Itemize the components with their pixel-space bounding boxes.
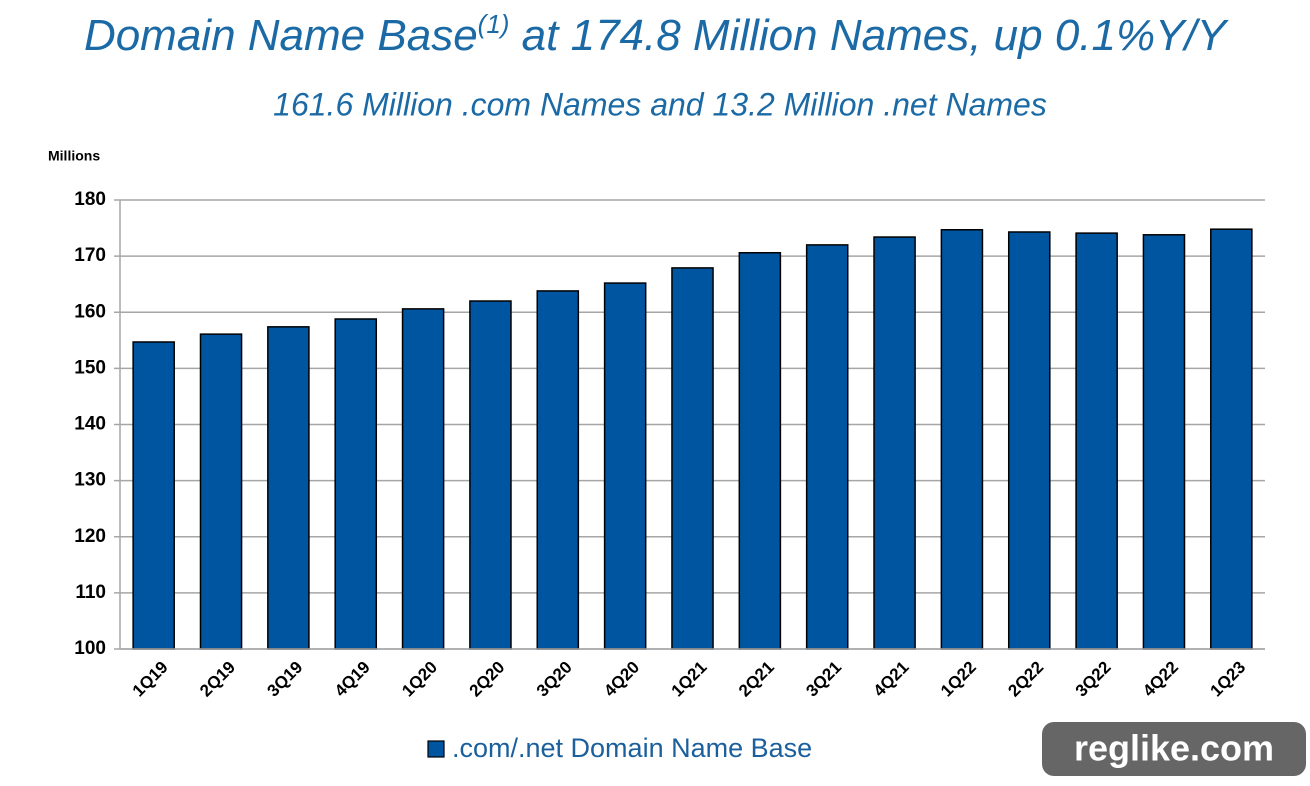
x-tick-label: 3Q21 [802, 658, 845, 701]
x-tick-label: 4Q21 [870, 658, 913, 701]
y-tick-label: 160 [74, 301, 106, 322]
y-tick-label: 130 [74, 470, 106, 491]
bar [873, 236, 916, 650]
bar [738, 252, 782, 650]
x-tick-label: 1Q23 [1206, 658, 1249, 701]
title-part: at 174.8 Million Names, up 0.1%Y/Y [509, 11, 1228, 60]
x-tick-label: 1Q19 [129, 658, 172, 701]
x-tick-label: 3Q20 [533, 658, 576, 701]
x-tick-label: 3Q22 [1072, 658, 1115, 701]
bar [1007, 231, 1051, 650]
y-tick-label: 120 [74, 526, 106, 547]
x-tick-label: 4Q20 [600, 658, 643, 701]
y-axis-label: Millions [48, 148, 100, 164]
y-tick-label: 170 [74, 245, 106, 266]
bar [671, 267, 714, 650]
bar [469, 300, 512, 650]
x-tick-label: 1Q20 [398, 658, 441, 701]
bar [603, 282, 647, 650]
y-tick-label: 100 [74, 638, 106, 659]
x-tick-label: 2Q22 [1004, 658, 1047, 701]
bar [1210, 228, 1253, 650]
bar [536, 290, 580, 650]
bar [401, 308, 445, 650]
legend-swatch [427, 740, 445, 758]
plot-area: 100 110 120 130 140 150 160 170 180 1Q19 2Q19 3Q19 4… [74, 189, 1265, 700]
x-tick-label: 3Q19 [264, 658, 307, 701]
bar [334, 318, 378, 650]
x-tick-label: 2Q21 [735, 658, 778, 701]
x-tick-label: 2Q19 [196, 658, 239, 701]
title-superscript: (1) [478, 9, 510, 39]
x-tick-label: 1Q21 [668, 658, 711, 701]
legend-label: .com/.net Domain Name Base [452, 733, 812, 763]
bar [1142, 234, 1186, 650]
title-part: Domain Name Base [84, 11, 478, 60]
bar [940, 228, 984, 650]
x-tick-label: 1Q22 [937, 658, 980, 701]
y-tick-label: 110 [75, 582, 106, 603]
x-tick-label: 2Q20 [466, 658, 509, 701]
chart-title: Domain Name Base(1) at 174.8 Million Nam… [84, 9, 1229, 60]
bar [199, 333, 243, 650]
bar [267, 326, 310, 650]
y-tick-label: 150 [74, 357, 106, 378]
bar [805, 244, 849, 650]
y-tick-label: 140 [74, 414, 106, 435]
bar [1075, 232, 1118, 650]
y-tick-label: 180 [74, 189, 106, 210]
watermark: reglike.com [1074, 728, 1274, 769]
watermark-box [1042, 722, 1306, 776]
x-tick-label: 4Q19 [331, 658, 374, 701]
x-tick-label: 4Q22 [1139, 658, 1182, 701]
chart-subtitle: 161.6 Million .com Names and 13.2 Millio… [273, 86, 1047, 122]
bar [132, 341, 175, 650]
